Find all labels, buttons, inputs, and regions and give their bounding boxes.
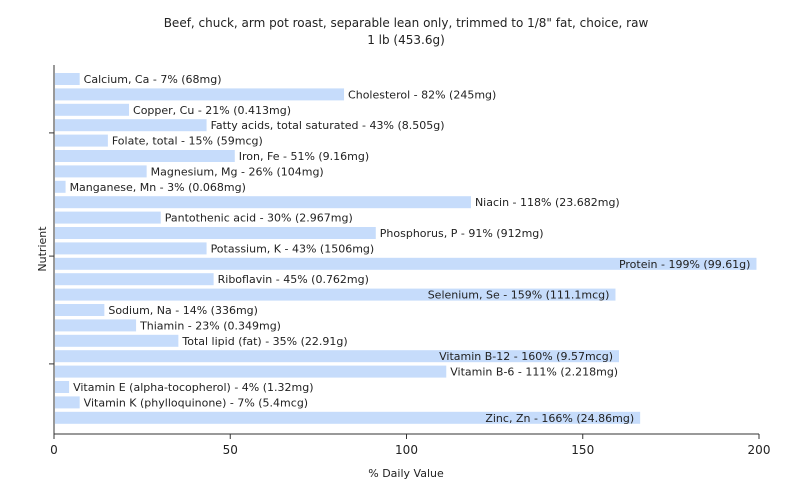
x-tick-label-1: 50 [223, 443, 238, 457]
bar-18 [55, 350, 619, 363]
bar-label-17: Total lipid (fat) - 35% (22.91g) [181, 335, 347, 348]
bar-19 [55, 365, 447, 378]
y-axis-label: Nutrient [36, 226, 49, 272]
x-tick-label-0: 0 [50, 443, 58, 457]
bars-group: Calcium, Ca - 7% (68mg) Cholesterol - 82%… [55, 73, 757, 425]
y-ticks-group [49, 132, 54, 365]
bar-16 [55, 319, 137, 332]
x-tick-label-4: 200 [748, 443, 771, 457]
bar-0 [55, 73, 80, 85]
bar-label-2: Copper, Cu - 21% (0.413mg) [133, 104, 291, 117]
bar-label-10: Phosphorus, P - 91% (912mg) [380, 227, 544, 240]
bar-5 [55, 150, 235, 162]
x-tick-label-2: 100 [395, 443, 418, 457]
bar-7 [55, 180, 66, 193]
bar-14 [55, 288, 616, 301]
bar-label-3: Fatty acids, total saturated - 43% (8.50… [211, 119, 445, 132]
bar-8 [55, 196, 471, 209]
bar-label-1: Cholesterol - 82% (245mg) [348, 88, 496, 101]
chart-subtitle: 1 lb (453.6g) [367, 33, 445, 47]
x-tick-label-3: 150 [571, 443, 594, 457]
bar-label-20: Vitamin E (alpha-tocopherol) - 4% (1.32m… [73, 381, 313, 394]
bar-13 [55, 273, 214, 286]
bar-label-18: Vitamin B-12 - 160% (9.57mcg) [439, 350, 613, 363]
bar-10 [55, 227, 376, 239]
bar-label-6: Magnesium, Mg - 26% (104mg) [151, 165, 324, 178]
bar-9 [55, 211, 161, 224]
bar-17 [55, 334, 179, 347]
bar-3 [55, 119, 207, 132]
bar-4 [55, 134, 108, 147]
bar-label-13: Riboflavin - 45% (0.762mg) [218, 273, 369, 286]
bar-22 [55, 411, 641, 424]
bar-11 [55, 242, 207, 255]
chart-title: Beef, chuck, arm pot roast, separable le… [164, 16, 649, 30]
bar-label-7: Manganese, Mn - 3% (0.068mg) [70, 181, 246, 194]
bar-label-8: Niacin - 118% (23.682mg) [475, 196, 620, 209]
bar-label-15: Sodium, Na - 14% (336mg) [108, 304, 258, 317]
bar-label-5: Iron, Fe - 51% (9.16mg) [239, 150, 369, 163]
bar-1 [55, 88, 345, 101]
x-axis-label: % Daily Value [368, 467, 444, 480]
bar-label-4: Folate, total - 15% (59mcg) [112, 135, 263, 148]
bar-12 [55, 257, 757, 270]
bar-label-9: Pantothenic acid - 30% (2.967mg) [165, 212, 353, 225]
bar-label-0: Calcium, Ca - 7% (68mg) [84, 73, 222, 86]
bar-label-11: Potassium, K - 43% (1506mg) [211, 242, 375, 255]
bar-label-14: Selenium, Se - 159% (111.1mcg) [428, 289, 610, 302]
bar-21 [55, 396, 80, 409]
bar-label-16: Thiamin - 23% (0.349mg) [139, 319, 281, 332]
bar-label-12: Protein - 199% (99.61g) [619, 258, 751, 271]
bar-label-19: Vitamin B-6 - 111% (2.218mg) [450, 366, 618, 379]
bar-2 [55, 103, 130, 116]
bar-label-21: Vitamin K (phylloquinone) - 7% (5.4mcg) [84, 396, 308, 409]
bar-20 [55, 381, 70, 393]
bar-label-22: Zinc, Zn - 166% (24.86mg) [485, 412, 634, 425]
x-ticks-group: 0 50 100 150 200 [50, 434, 770, 457]
bar-6 [55, 165, 147, 178]
bar-15 [55, 304, 105, 316]
